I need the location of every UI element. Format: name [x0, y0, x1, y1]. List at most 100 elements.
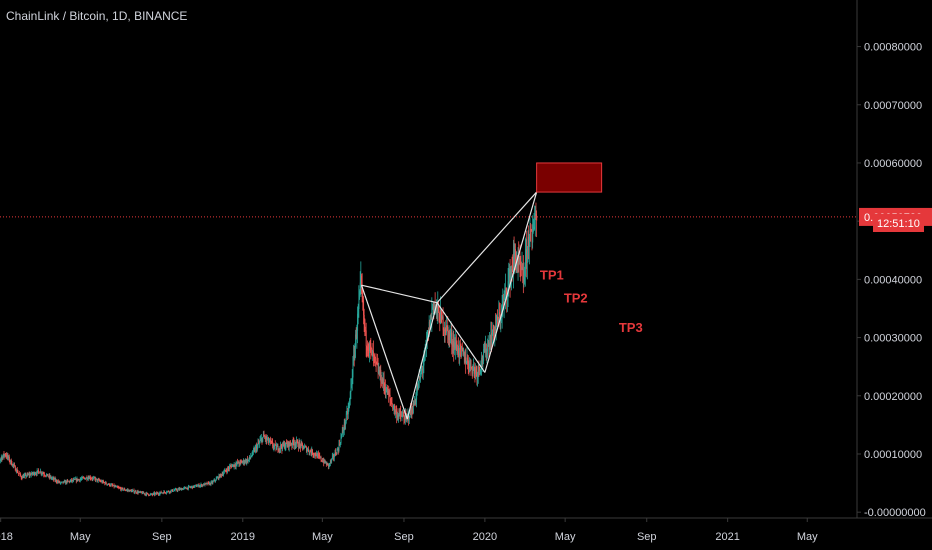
- candle-body: [326, 463, 328, 465]
- candle-body: [509, 269, 511, 286]
- candle-body: [290, 444, 292, 445]
- candle-body: [129, 489, 131, 492]
- candle-body: [338, 443, 340, 451]
- candle-body: [287, 441, 289, 446]
- candle-body: [251, 456, 252, 457]
- candle-body: [365, 330, 367, 346]
- candle-body: [24, 474, 26, 476]
- candle-body: [213, 480, 215, 482]
- candle-body: [442, 316, 443, 320]
- candle-body: [237, 462, 239, 464]
- candle-body: [261, 438, 263, 442]
- candle-body: [323, 461, 325, 464]
- candle-body: [476, 371, 478, 379]
- candle-body: [239, 463, 241, 465]
- candle-body: [510, 273, 512, 286]
- candle-body: [333, 455, 335, 458]
- candle-body: [131, 490, 133, 492]
- candle-body: [454, 342, 456, 349]
- candle-body: [113, 485, 114, 486]
- time-tick-label: Sep: [637, 531, 657, 543]
- candle-body: [511, 269, 513, 270]
- candle-body: [58, 481, 60, 483]
- candle-body: [117, 487, 119, 488]
- candle-body: [509, 269, 510, 278]
- candle-body: [339, 443, 341, 445]
- candle-body: [308, 449, 309, 452]
- candle-body: [280, 444, 282, 449]
- candle-body: [499, 312, 501, 315]
- candle-body: [282, 443, 284, 449]
- candle-body: [371, 348, 373, 357]
- candle-body: [389, 394, 390, 396]
- candle-body: [14, 465, 16, 471]
- time-tick-label: May: [797, 531, 818, 543]
- candle-body: [404, 414, 406, 422]
- candle-body: [469, 359, 471, 364]
- candle-body: [6, 455, 8, 458]
- candle-body: [389, 394, 391, 399]
- candle-body: [426, 337, 428, 340]
- candle-body: [144, 493, 146, 495]
- candle-body: [329, 460, 331, 464]
- candle-body: [278, 450, 280, 452]
- candle-body: [113, 485, 115, 487]
- candle-body: [412, 404, 414, 414]
- candle-body: [186, 487, 188, 489]
- candle-body: [296, 440, 298, 444]
- candle-body: [522, 267, 524, 269]
- candle-body: [305, 446, 307, 448]
- candle-body: [427, 331, 429, 338]
- candle-body: [136, 492, 138, 494]
- candle-body: [152, 494, 154, 496]
- candle-body: [451, 332, 453, 345]
- candle-body: [473, 366, 475, 368]
- candle-body: [104, 482, 106, 484]
- candle-body: [317, 454, 319, 458]
- candle-body: [124, 488, 126, 491]
- candle-body: [467, 357, 469, 362]
- candle-body: [412, 412, 414, 414]
- candle-body: [344, 422, 346, 425]
- candle-body: [367, 347, 369, 351]
- time-tick-label: 2021: [715, 531, 739, 543]
- candle-body: [12, 464, 14, 466]
- candle-body: [314, 453, 316, 456]
- candle-body: [364, 319, 366, 330]
- candle-body: [6, 455, 8, 458]
- candle-body: [68, 481, 70, 482]
- candle-body: [132, 490, 134, 492]
- candle-body: [304, 446, 306, 448]
- candle-body: [408, 417, 410, 420]
- candle-body: [215, 480, 217, 482]
- candle-body: [203, 483, 205, 486]
- candle-body: [114, 486, 116, 487]
- candle-body: [495, 323, 497, 331]
- candle-body: [279, 448, 281, 450]
- candle-body: [69, 481, 71, 482]
- candle-body: [73, 479, 75, 481]
- candle-body: [275, 444, 277, 450]
- candle-body: [507, 296, 508, 298]
- candle-body: [248, 459, 250, 461]
- candle-body: [90, 478, 92, 480]
- candle-body: [199, 485, 201, 487]
- candle-body: [125, 490, 127, 492]
- candle-body: [107, 484, 109, 486]
- candle-body: [485, 343, 487, 353]
- candle-body: [119, 487, 121, 489]
- candle-body: [23, 475, 25, 478]
- candle-body: [488, 343, 490, 350]
- candle-body: [161, 492, 163, 494]
- candle-body: [416, 387, 418, 393]
- candle-body: [218, 475, 220, 479]
- candle-body: [34, 473, 36, 475]
- candle-body: [479, 369, 481, 371]
- candle-body: [219, 474, 221, 478]
- candle-body: [357, 313, 359, 331]
- candle-body: [170, 490, 172, 492]
- candle-body: [62, 481, 63, 483]
- price-axis[interactable]: 0.000800000.000700000.000600000.00050000…: [856, 0, 926, 519]
- time-axis[interactable]: 2018 May Sep 2019 May Sep 2020 May Sep 2021 May: [0, 517, 932, 543]
